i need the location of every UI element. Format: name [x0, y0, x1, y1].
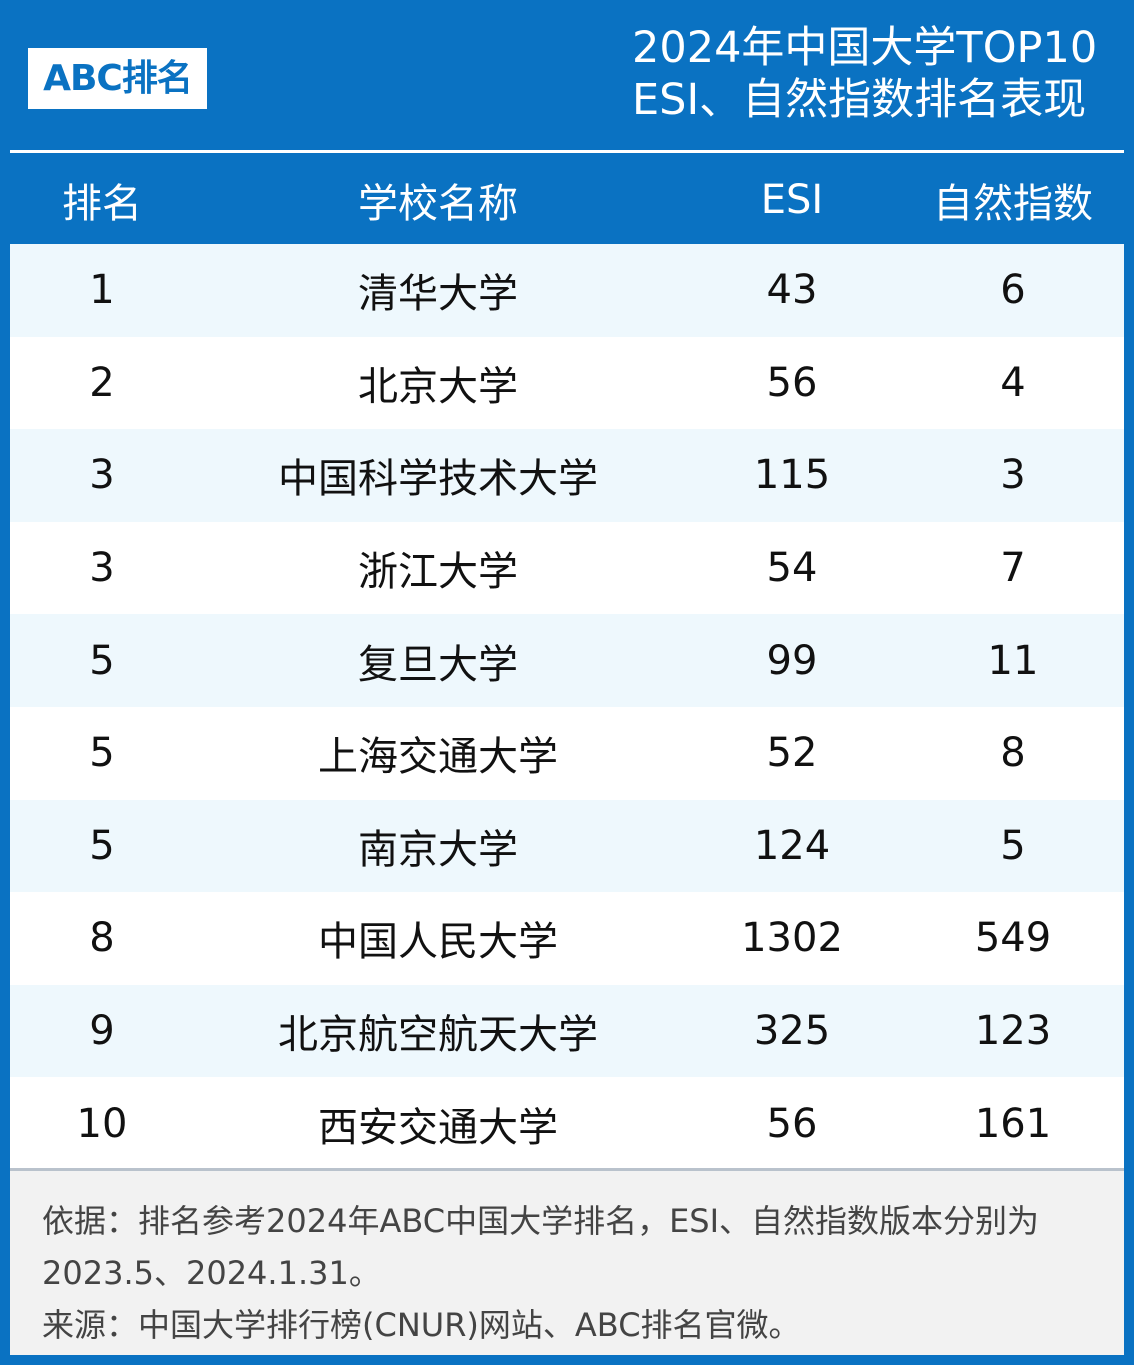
ranking-table-body: 1 清华大学 43 6 2 北京大学 56 4 3 中国科学技术大学 115 3…: [10, 244, 1124, 1170]
rank-cell: 5: [89, 637, 115, 684]
esi-cell: 124: [753, 822, 831, 869]
school-name-cell: 复旦大学: [358, 641, 518, 688]
rank-cell: 5: [89, 822, 115, 869]
school-name-cell: 北京航空航天大学: [278, 1012, 598, 1059]
esi-cell: 325: [753, 1008, 831, 1055]
title-line-1: 2024年中国大学TOP10: [632, 23, 1098, 73]
esi-cell: 54: [766, 545, 818, 592]
table-row: 5 南京大学 124 5: [10, 799, 1124, 893]
header-divider: [10, 150, 1124, 153]
table-row: 2 北京大学 56 4: [10, 336, 1124, 430]
school-name-cell: 清华大学: [358, 271, 518, 318]
nature-index-cell: 6: [1000, 267, 1026, 314]
esi-cell: 56: [766, 359, 818, 406]
school-name-cell: 南京大学: [358, 826, 518, 873]
nature-index-cell: 549: [974, 915, 1052, 962]
rank-cell: 10: [76, 1100, 128, 1147]
nature-index-cell: 3: [1000, 452, 1026, 499]
rank-cell: 9: [89, 1008, 115, 1055]
table-row: 3 中国科学技术大学 115 3: [10, 429, 1124, 522]
page-title: 2024年中国大学TOP10 ESI、自然指数排名表现: [632, 22, 1102, 126]
school-name-cell: 中国人民大学: [318, 919, 558, 966]
esi-cell: 52: [766, 730, 818, 777]
table-row: 3 浙江大学 54 7: [10, 521, 1124, 615]
nature-index-cell: 11: [987, 637, 1039, 684]
table-row: 10 西安交通大学 56 161: [10, 1077, 1124, 1170]
esi-cell: 99: [766, 637, 818, 684]
esi-cell: 43: [766, 267, 818, 314]
nature-index-cell: 5: [1000, 822, 1026, 869]
esi-cell: 115: [753, 452, 831, 499]
school-name-cell: 西安交通大学: [318, 1104, 558, 1151]
rank-cell: 3: [89, 452, 115, 499]
table-row: 5 复旦大学 99 11: [10, 614, 1124, 707]
column-header-nature-index: 自然指数: [933, 181, 1093, 227]
column-header-school: 学校名称: [358, 181, 518, 227]
school-name-cell: 浙江大学: [358, 549, 518, 596]
table-header: 排名 学校名称 ESI 自然指数: [10, 156, 1124, 244]
esi-cell: 56: [766, 1100, 818, 1147]
column-header-rank: 排名: [62, 181, 142, 227]
table-row: 5 上海交通大学 52 8: [10, 706, 1124, 800]
column-header-esi: ESI: [760, 177, 824, 223]
rank-cell: 5: [89, 730, 115, 777]
nature-index-cell: 8: [1000, 730, 1026, 777]
nature-index-cell: 161: [974, 1100, 1052, 1147]
school-name-cell: 上海交通大学: [318, 734, 558, 781]
table-row: 1 清华大学 43 6: [10, 244, 1124, 337]
school-name-cell: 北京大学: [358, 363, 518, 410]
rank-cell: 3: [89, 545, 115, 592]
nature-index-cell: 7: [1000, 545, 1026, 592]
nature-index-cell: 4: [1000, 359, 1026, 406]
footer-notes: 依据：排名参考2024年ABC中国大学排名，ESI、自然指数版本分别为2023.…: [10, 1168, 1124, 1355]
table-row: 8 中国人民大学 1302 549: [10, 892, 1124, 985]
nature-index-cell: 123: [974, 1008, 1052, 1055]
rank-cell: 1: [89, 267, 115, 314]
source-note: 来源：中国大学排行榜(CNUR)网站、ABC排名官微。: [42, 1306, 801, 1344]
rank-cell: 8: [89, 915, 115, 962]
rank-cell: 2: [89, 359, 115, 406]
table-row: 9 北京航空航天大学 325 123: [10, 984, 1124, 1078]
basis-note: 依据：排名参考2024年ABC中国大学排名，ESI、自然指数版本分别为2023.…: [42, 1202, 1040, 1292]
esi-cell: 1302: [741, 915, 843, 962]
title-line-2: ESI、自然指数排名表现: [632, 75, 1087, 125]
school-name-cell: 中国科学技术大学: [278, 456, 598, 503]
brand-logo: ABC排名: [28, 48, 207, 109]
